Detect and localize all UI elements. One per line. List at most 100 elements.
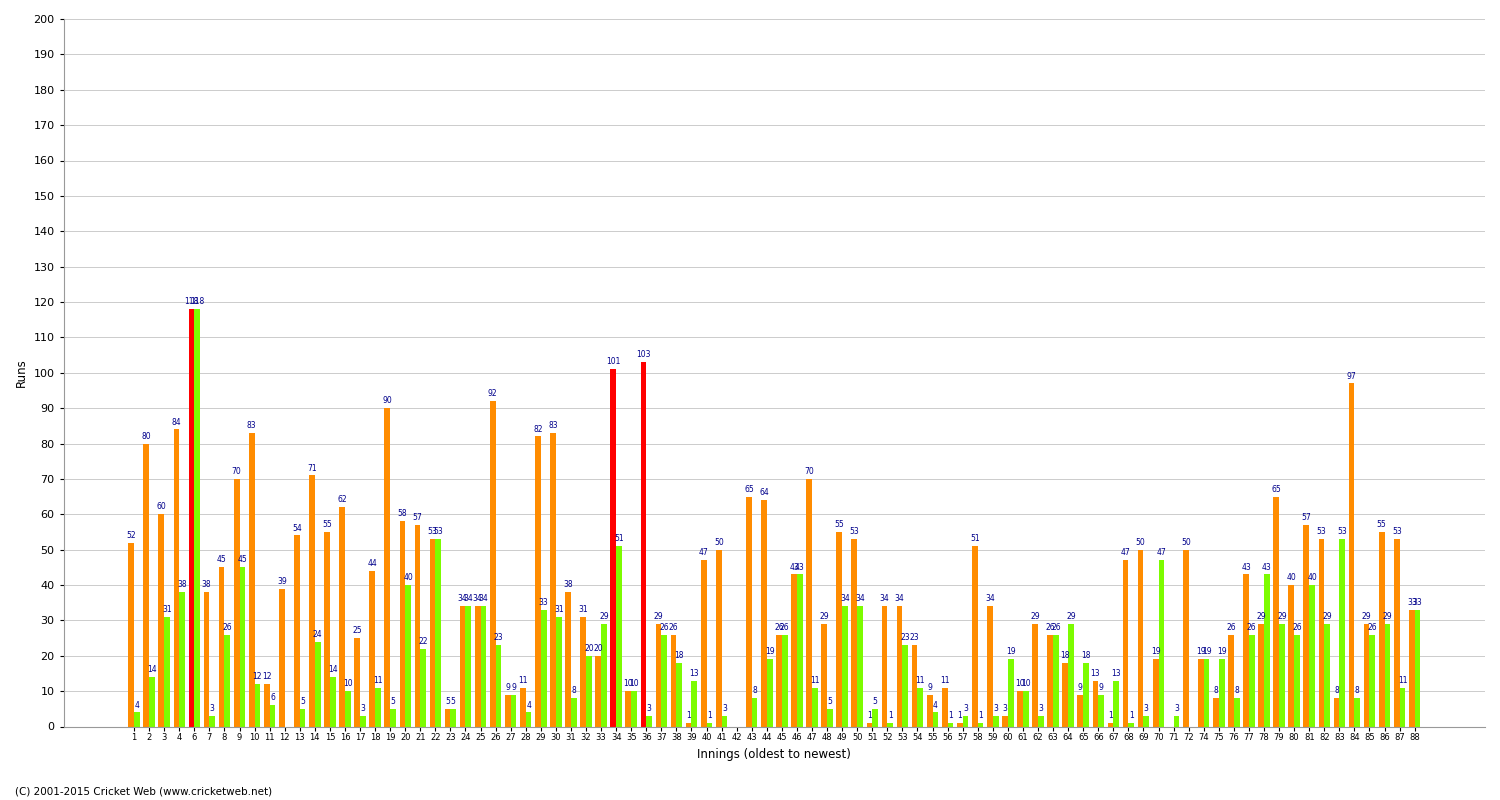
Text: 34: 34: [986, 594, 994, 603]
Bar: [776, 634, 782, 726]
Bar: [556, 617, 561, 726]
Bar: [1244, 574, 1250, 726]
Bar: [542, 610, 546, 726]
Bar: [572, 698, 576, 726]
Bar: [656, 624, 662, 726]
Text: 50: 50: [1136, 538, 1146, 546]
Bar: [640, 362, 646, 726]
Text: 12: 12: [262, 672, 272, 682]
X-axis label: Innings (oldest to newest): Innings (oldest to newest): [698, 748, 852, 761]
Bar: [414, 525, 420, 726]
Text: 11: 11: [915, 676, 926, 685]
Text: 12: 12: [252, 672, 262, 682]
Bar: [888, 723, 892, 726]
Bar: [1280, 624, 1286, 726]
Text: 53: 53: [1317, 527, 1326, 536]
Y-axis label: Runs: Runs: [15, 358, 28, 387]
Text: 5: 5: [300, 697, 304, 706]
Text: 8: 8: [1214, 686, 1218, 695]
Bar: [195, 309, 200, 726]
Text: 3: 3: [1174, 704, 1179, 713]
Text: 1: 1: [706, 711, 712, 720]
Text: 29: 29: [598, 612, 609, 621]
Bar: [330, 677, 336, 726]
Text: 5: 5: [446, 697, 450, 706]
Bar: [1408, 610, 1414, 726]
Bar: [1250, 634, 1254, 726]
Bar: [536, 437, 542, 726]
Bar: [270, 706, 276, 726]
Text: 53: 53: [849, 527, 859, 536]
Text: 26: 26: [1046, 622, 1054, 632]
Bar: [219, 567, 225, 726]
Text: 25: 25: [352, 626, 362, 635]
Bar: [1370, 634, 1376, 726]
Bar: [1348, 383, 1354, 726]
Bar: [1062, 663, 1068, 726]
Text: 19: 19: [1202, 647, 1212, 657]
Text: 3: 3: [993, 704, 998, 713]
Text: 1: 1: [957, 711, 962, 720]
Bar: [760, 500, 766, 726]
Bar: [918, 687, 922, 726]
Bar: [255, 684, 261, 726]
Bar: [602, 624, 608, 726]
Text: 83: 83: [248, 421, 256, 430]
Text: 10: 10: [344, 679, 352, 688]
Bar: [399, 522, 405, 726]
Bar: [1173, 716, 1179, 726]
Text: 43: 43: [795, 562, 804, 571]
Bar: [1304, 525, 1310, 726]
Text: 18: 18: [1082, 651, 1090, 660]
Bar: [1154, 659, 1158, 726]
Text: 18: 18: [675, 651, 684, 660]
Bar: [716, 550, 722, 726]
Text: 51: 51: [970, 534, 980, 543]
Bar: [700, 560, 706, 726]
Text: 38: 38: [564, 580, 573, 590]
Text: 29: 29: [1276, 612, 1287, 621]
Text: 43: 43: [1240, 562, 1251, 571]
Bar: [1384, 624, 1390, 726]
Bar: [435, 539, 441, 726]
Bar: [692, 681, 698, 726]
Bar: [178, 592, 184, 726]
Bar: [1143, 716, 1149, 726]
Bar: [1107, 723, 1113, 726]
Text: 14: 14: [147, 665, 158, 674]
Bar: [315, 642, 321, 726]
Text: 3: 3: [1002, 704, 1008, 713]
Bar: [807, 479, 812, 726]
Text: 4: 4: [526, 701, 531, 710]
Bar: [1122, 560, 1128, 726]
Text: 50: 50: [714, 538, 723, 546]
Text: 40: 40: [404, 573, 412, 582]
Text: 34: 34: [472, 594, 483, 603]
Text: 47: 47: [699, 549, 708, 558]
Bar: [586, 656, 592, 726]
Text: 26: 26: [1368, 622, 1377, 632]
Text: 3: 3: [210, 704, 214, 713]
Text: 1: 1: [867, 711, 871, 720]
Bar: [856, 606, 862, 726]
Text: 43: 43: [1262, 562, 1272, 571]
Text: 53: 53: [433, 527, 442, 536]
Bar: [978, 723, 984, 726]
Text: 31: 31: [579, 605, 588, 614]
Bar: [1128, 723, 1134, 726]
Text: 19: 19: [1216, 647, 1227, 657]
Bar: [1228, 634, 1234, 726]
Text: 58: 58: [398, 510, 406, 518]
Bar: [933, 712, 939, 726]
Text: 9: 9: [506, 683, 510, 692]
Text: 53: 53: [1338, 527, 1347, 536]
Text: 3: 3: [360, 704, 366, 713]
Text: 26: 26: [669, 622, 678, 632]
Text: 22: 22: [419, 637, 428, 646]
Text: 70: 70: [232, 467, 242, 476]
Bar: [148, 677, 154, 726]
Text: 101: 101: [606, 358, 621, 366]
Text: 10: 10: [1022, 679, 1031, 688]
Text: 97: 97: [1347, 371, 1356, 381]
Text: 10: 10: [630, 679, 639, 688]
